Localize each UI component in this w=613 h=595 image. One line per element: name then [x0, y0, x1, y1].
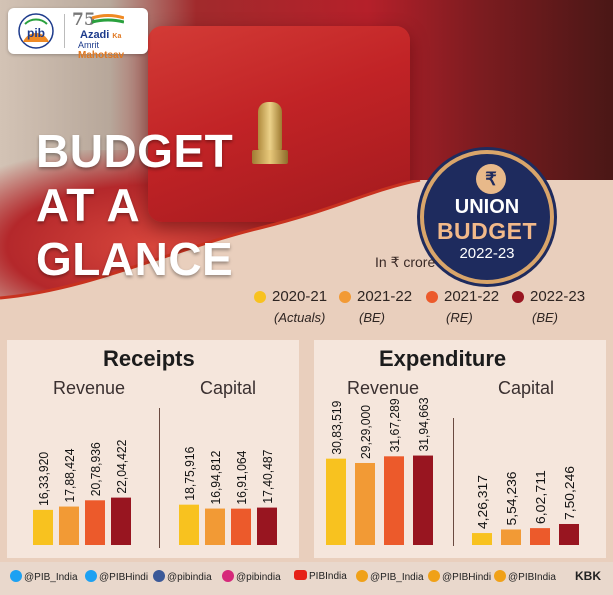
pib-logo: pib	[18, 13, 54, 49]
expenditure-chart: 30,83,519 29,29,000 31,67,289 31,94,663 4,26…	[326, 398, 579, 545]
expenditure-title: Expenditure	[379, 346, 507, 371]
bar-value-label: 7,50,246	[562, 466, 577, 520]
bar-value-label: 6,02,711	[533, 470, 548, 524]
footer-link[interactable]: @PIBIndia	[494, 570, 556, 588]
legend-year: 2021-22	[444, 288, 500, 305]
headline: BUDGET AT A GLANCE	[36, 124, 233, 286]
footer-link[interactable]: PIBIndia	[294, 570, 347, 588]
bar-value-label: 29,29,000	[358, 405, 373, 459]
twitter-icon	[10, 570, 22, 582]
bar-capital-2	[231, 508, 251, 545]
bar-capital-2	[530, 528, 550, 545]
rupee-icon: ₹	[476, 164, 506, 194]
receipts-panel: Receipts Revenue Capital 16,33,920 17,88,…	[7, 340, 299, 558]
bar-value-label: 4,26,317	[475, 475, 490, 529]
bar-capital-1	[205, 508, 225, 545]
legend-year: 2020-21	[272, 288, 328, 305]
bar-value-label: 31,94,663	[416, 398, 431, 452]
footer: @PIB_India @PIBHindi @pibindia @pibindia…	[0, 562, 613, 595]
tricolour-flag-icon	[92, 14, 124, 24]
receipts-revenue-label: Revenue	[53, 378, 126, 398]
receipts-divider	[159, 408, 160, 548]
bar-revenue-1	[59, 506, 79, 545]
headline-line-1: BUDGET	[36, 125, 234, 177]
footer-link[interactable]: @PIBHindi	[428, 570, 491, 588]
aka-line-2: Amrit Mahotsav	[78, 40, 125, 61]
legend-sub: (Actuals)	[274, 310, 326, 325]
bar-value-label: 16,94,812	[208, 451, 223, 505]
expenditure-divider	[453, 418, 454, 546]
legend-swatch	[254, 291, 266, 303]
bar-revenue-2	[85, 500, 105, 545]
bar-revenue-2	[384, 456, 404, 545]
bar-revenue-1	[355, 462, 375, 545]
badge-line-1: UNION	[454, 196, 520, 218]
pib-logo-text: pib	[27, 26, 45, 40]
bar-capital-3	[257, 507, 277, 545]
footer-link[interactable]: @PIB_India	[356, 570, 424, 588]
bar-capital-0	[179, 504, 199, 545]
footer-link[interactable]: @PIBHindi	[85, 570, 148, 588]
footer-link[interactable]: @pibindia	[222, 570, 281, 588]
legend-year: 2022-23	[530, 288, 586, 305]
badge-line-2: BUDGET	[436, 218, 538, 244]
azadi-ka-amrit-mahotsav-logo: 75 Azadi Ka Amrit Mahotsav	[70, 10, 146, 61]
koo-icon	[356, 570, 368, 582]
bar-value-label: 17,40,487	[260, 450, 275, 504]
expenditure-revenue-label: Revenue	[347, 378, 420, 398]
bar-value-label: 31,67,289	[387, 398, 402, 452]
bar-value-label: 30,83,519	[329, 401, 344, 455]
facebook-icon	[153, 570, 165, 582]
logo-box: pib 75 Azadi Ka Amrit Mahotsav	[8, 8, 148, 61]
koo-icon	[428, 570, 440, 582]
logo-separator	[64, 14, 65, 48]
bar-value-label: 22,04,422	[114, 440, 129, 494]
legend-sub: (BE)	[532, 310, 558, 325]
badge-year: 2022-23	[459, 245, 515, 262]
koo-icon	[494, 570, 506, 582]
legend: 2020-21 (Actuals) 2021-22 (BE) 2021-22 (…	[254, 288, 613, 332]
bar-value-label: 17,88,424	[62, 449, 77, 503]
bar-revenue-0	[33, 509, 53, 545]
receipts-capital-label: Capital	[200, 378, 257, 398]
legend-sub: (RE)	[446, 310, 473, 325]
receipts-chart: 16,33,920 17,88,424 20,78,936 22,04,422 18,7…	[33, 440, 277, 545]
bar-value-label: 16,91,064	[234, 451, 249, 505]
legend-sub: (BE)	[359, 310, 385, 325]
bar-capital-0	[472, 533, 492, 545]
bar-revenue-3	[111, 497, 131, 545]
expenditure-capital-label: Capital	[498, 378, 555, 398]
footer-link[interactable]: @pibindia	[153, 570, 212, 588]
legend-swatch	[339, 291, 351, 303]
bar-revenue-0	[326, 458, 346, 545]
legend-year: 2021-22	[357, 288, 413, 305]
instagram-icon	[222, 570, 234, 582]
bar-value-label: 20,78,936	[88, 442, 103, 496]
expenditure-panel: Expenditure Revenue Capital 30,83,519 29,…	[314, 340, 606, 558]
bar-revenue-3	[413, 455, 433, 545]
bar-capital-1	[501, 529, 521, 545]
receipts-title: Receipts	[103, 346, 195, 371]
youtube-icon	[294, 570, 307, 580]
legend-swatch	[426, 291, 438, 303]
bar-value-label: 18,75,916	[182, 447, 197, 501]
bar-value-label: 5,54,236	[504, 471, 519, 525]
credit: KBK	[575, 569, 601, 583]
headline-line-3: GLANCE	[36, 233, 234, 285]
twitter-icon	[85, 570, 97, 582]
headline-line-2: AT A	[36, 179, 141, 231]
footer-link[interactable]: @PIB_India	[10, 570, 78, 588]
aka-seventy-five: 75	[72, 10, 96, 30]
bar-capital-3	[559, 523, 579, 545]
aka-line-1: Azadi Ka	[80, 29, 122, 41]
bar-value-label: 16,33,920	[36, 452, 51, 506]
legend-swatch	[512, 291, 524, 303]
union-budget-badge: ₹ UNION BUDGET 2022-23	[420, 150, 554, 284]
national-emblem-icon	[252, 102, 288, 168]
unit-note: In ₹ crore	[375, 254, 436, 270]
